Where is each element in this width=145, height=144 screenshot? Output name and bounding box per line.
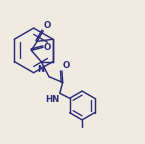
Text: O: O (44, 21, 51, 30)
Text: O: O (63, 61, 70, 70)
Text: N: N (38, 65, 45, 74)
Text: O: O (44, 43, 51, 52)
Text: HN: HN (45, 95, 59, 104)
